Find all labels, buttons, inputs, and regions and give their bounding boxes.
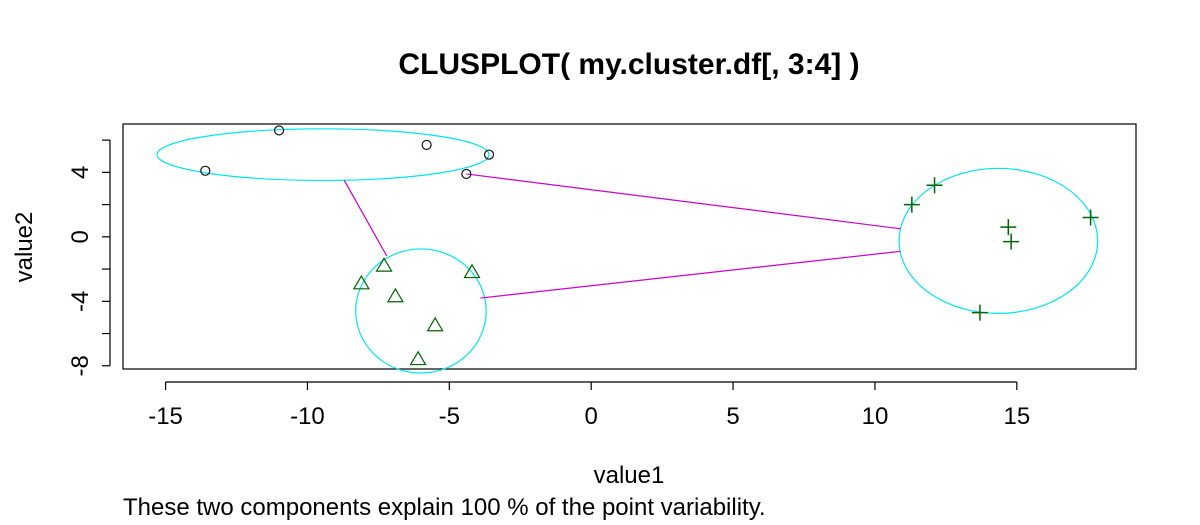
cluster-3-point-3 <box>1000 219 1017 236</box>
cluster-link-1 <box>343 180 388 257</box>
x-tick-label: 5 <box>726 403 739 430</box>
y-tick-label: -8 <box>67 355 94 376</box>
y-tick-label: 0 <box>67 230 94 243</box>
cluster-3-ellipse <box>898 167 1099 314</box>
cluster-3-point-1 <box>903 196 920 213</box>
y-tick-label: 4 <box>67 166 94 179</box>
x-axis-label: value1 <box>594 462 665 489</box>
cluster-2-ellipse <box>355 248 487 374</box>
cluster-link-2 <box>466 173 901 230</box>
x-tick-label: -15 <box>148 403 183 430</box>
cluster-3-point-4 <box>1003 233 1020 250</box>
cluster-2-point-2 <box>352 274 370 290</box>
plot-frame <box>122 123 1137 370</box>
cluster-1-point-3 <box>421 139 432 151</box>
cluster-1-point-5 <box>461 168 472 180</box>
x-tick-label: -10 <box>290 403 325 430</box>
cluster-2-point-1 <box>375 257 393 272</box>
x-tick-label: 15 <box>1003 403 1030 430</box>
cluster-2-point-4 <box>463 263 481 279</box>
cluster-3-point-5 <box>1082 209 1099 226</box>
x-tick-label: 10 <box>862 403 889 430</box>
y-tick-label: -4 <box>67 291 94 312</box>
y-axis-label: value2 <box>11 212 38 283</box>
cluster-1-point-4 <box>483 149 495 160</box>
chart-title: CLUSPLOT( my.cluster.df[, 3:4] ) <box>398 48 859 81</box>
x-tick-label: 0 <box>585 403 598 430</box>
cluster-link-3 <box>480 250 901 299</box>
variability-footnote: These two components explain 100 % of th… <box>123 494 766 521</box>
cluster-1-point-2 <box>200 165 211 176</box>
cluster-1-ellipse <box>156 128 490 182</box>
x-tick-label: -5 <box>439 403 460 430</box>
cluster-3-point-6 <box>971 304 988 321</box>
cluster-3-point-2 <box>926 177 943 194</box>
cluster-2-point-5 <box>426 316 444 332</box>
cluster-2-point-6 <box>409 350 427 366</box>
cluster-2-point-3 <box>386 287 404 303</box>
cluster-1-point-1 <box>274 125 285 136</box>
